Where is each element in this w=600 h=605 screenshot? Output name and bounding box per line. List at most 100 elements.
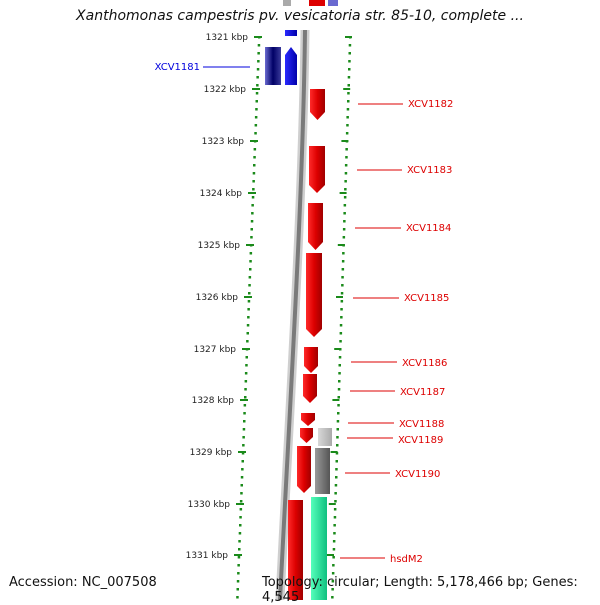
- track-dot: [248, 276, 252, 279]
- ruler-tick-label: 1323 kbp: [202, 137, 245, 147]
- gene-label-xcv1186[interactable]: XCV1186: [402, 358, 447, 369]
- gene-label-xcv1190[interactable]: XCV1190: [395, 469, 440, 480]
- track-dot: [241, 460, 244, 463]
- track-dot: [332, 540, 336, 543]
- track-dot: [347, 76, 351, 79]
- gene-label-xcv1181[interactable]: XCV1181: [155, 62, 200, 73]
- gene-label-xcv1189[interactable]: XCV1189: [398, 435, 443, 446]
- ruler-tick-label: 1324 kbp: [200, 189, 243, 199]
- track-dot: [341, 276, 344, 279]
- ruler-tick-label: 1329 kbp: [190, 448, 233, 458]
- track-dot: [340, 300, 344, 303]
- gene-label-hsdm2[interactable]: hsdM2: [390, 554, 423, 565]
- track-dot: [331, 572, 335, 575]
- ruler-tick-label: 1328 kbp: [192, 396, 235, 406]
- track-dot: [333, 516, 337, 519]
- track-dot: [343, 196, 347, 199]
- gene-label-xcv1185[interactable]: XCV1185: [404, 293, 449, 304]
- gene-xcv1181[interactable]: [265, 30, 297, 85]
- track-dot: [348, 52, 351, 55]
- track-dot: [257, 44, 261, 47]
- track-dot: [347, 92, 350, 95]
- gene-label-xcv1188[interactable]: XCV1188: [399, 419, 444, 430]
- track-dot: [245, 356, 248, 359]
- track-dot: [237, 572, 240, 575]
- track-dot: [243, 420, 246, 423]
- track-dot: [244, 396, 247, 399]
- track-dot: [344, 180, 347, 183]
- track-dot: [332, 548, 336, 551]
- track-dot: [334, 500, 337, 503]
- track-dot: [335, 460, 338, 463]
- gene-label-xcv1187[interactable]: XCV1187: [400, 387, 445, 398]
- track-dot: [333, 524, 336, 527]
- track-dot: [247, 316, 250, 319]
- track-dot: [249, 252, 253, 255]
- track-dot: [246, 324, 250, 327]
- track-dot: [239, 516, 242, 519]
- ruler-tick-label: 1330 kbp: [188, 500, 231, 510]
- gene-arrow-xcv1183[interactable]: [309, 146, 325, 193]
- track-dot: [255, 92, 259, 95]
- track-dot: [238, 548, 241, 551]
- track-dot: [335, 468, 338, 471]
- ruler-tick-label: 1325 kbp: [198, 241, 241, 251]
- track-dot: [340, 316, 343, 319]
- track-dot: [334, 492, 337, 495]
- gene-label-xcv1182[interactable]: XCV1182: [408, 99, 453, 110]
- track-dot: [335, 476, 338, 479]
- gene-arrow-xcv1190[interactable]: [297, 446, 311, 493]
- track-dot: [345, 132, 349, 135]
- track-dot: [348, 68, 351, 71]
- gene-labels: XCV1181 XCV1182 XCV1183 XCV1184 XCV1185 XCV11…: [155, 62, 454, 565]
- dotted-tracks: [236, 36, 352, 599]
- gene-label-xcv1184[interactable]: XCV1184: [406, 223, 451, 234]
- track-dot: [344, 188, 347, 191]
- track-dot: [336, 444, 339, 447]
- track-dot: [342, 252, 345, 255]
- track-dot: [236, 580, 240, 583]
- track-dot: [254, 124, 258, 127]
- track-dot: [331, 588, 334, 591]
- track-dot: [247, 308, 250, 311]
- track-dot: [252, 180, 255, 183]
- track-dot: [244, 388, 247, 391]
- gene-arrow-xcv1186[interactable]: [304, 347, 318, 373]
- track-dot: [237, 564, 240, 567]
- track-dot: [332, 564, 335, 567]
- track-dot: [246, 340, 249, 343]
- track-dot: [347, 84, 350, 87]
- gene-arrow-xcv1189[interactable]: [300, 428, 313, 443]
- gene-arrow-xcv1187[interactable]: [303, 374, 317, 403]
- gene-arrow-xcv1184[interactable]: [308, 203, 323, 250]
- gene-arrow-xcv1185[interactable]: [306, 253, 322, 337]
- accession-label: Accession: NC_007508: [9, 575, 157, 590]
- track-dot: [338, 372, 341, 375]
- ruler-ticks: 1321 kbp 1322 kbp 1323 kbp 1324 kbp 1325 kbp…: [186, 33, 352, 561]
- ruler-tick-label: 1327 kbp: [194, 345, 237, 355]
- track-dot: [331, 596, 334, 599]
- gene-arrow-xcv1188[interactable]: [301, 413, 315, 426]
- track-dot: [341, 260, 345, 263]
- track-dot: [346, 116, 349, 119]
- track-dot: [346, 124, 349, 127]
- track-dot: [331, 580, 335, 583]
- gene-label-xcv1183[interactable]: XCV1183: [407, 165, 452, 176]
- track-dot: [240, 476, 244, 479]
- track-dot: [255, 100, 258, 103]
- track-dot: [248, 284, 251, 287]
- track-dot: [241, 452, 245, 455]
- track-dot: [345, 156, 348, 159]
- track-dot: [248, 292, 251, 295]
- map-title: Xanthomonas campestris pv. vesicatoria s…: [76, 8, 524, 24]
- track-dot: [336, 436, 339, 439]
- track-dot: [340, 292, 344, 295]
- track-dot: [338, 364, 341, 367]
- track-dot: [252, 188, 255, 191]
- gene-arrow-hsdm2[interactable]: [288, 500, 303, 600]
- track-dot: [257, 52, 260, 55]
- track-dot: [250, 228, 253, 231]
- gene-arrow-xcv1182[interactable]: [310, 89, 325, 120]
- track-dot: [251, 212, 254, 215]
